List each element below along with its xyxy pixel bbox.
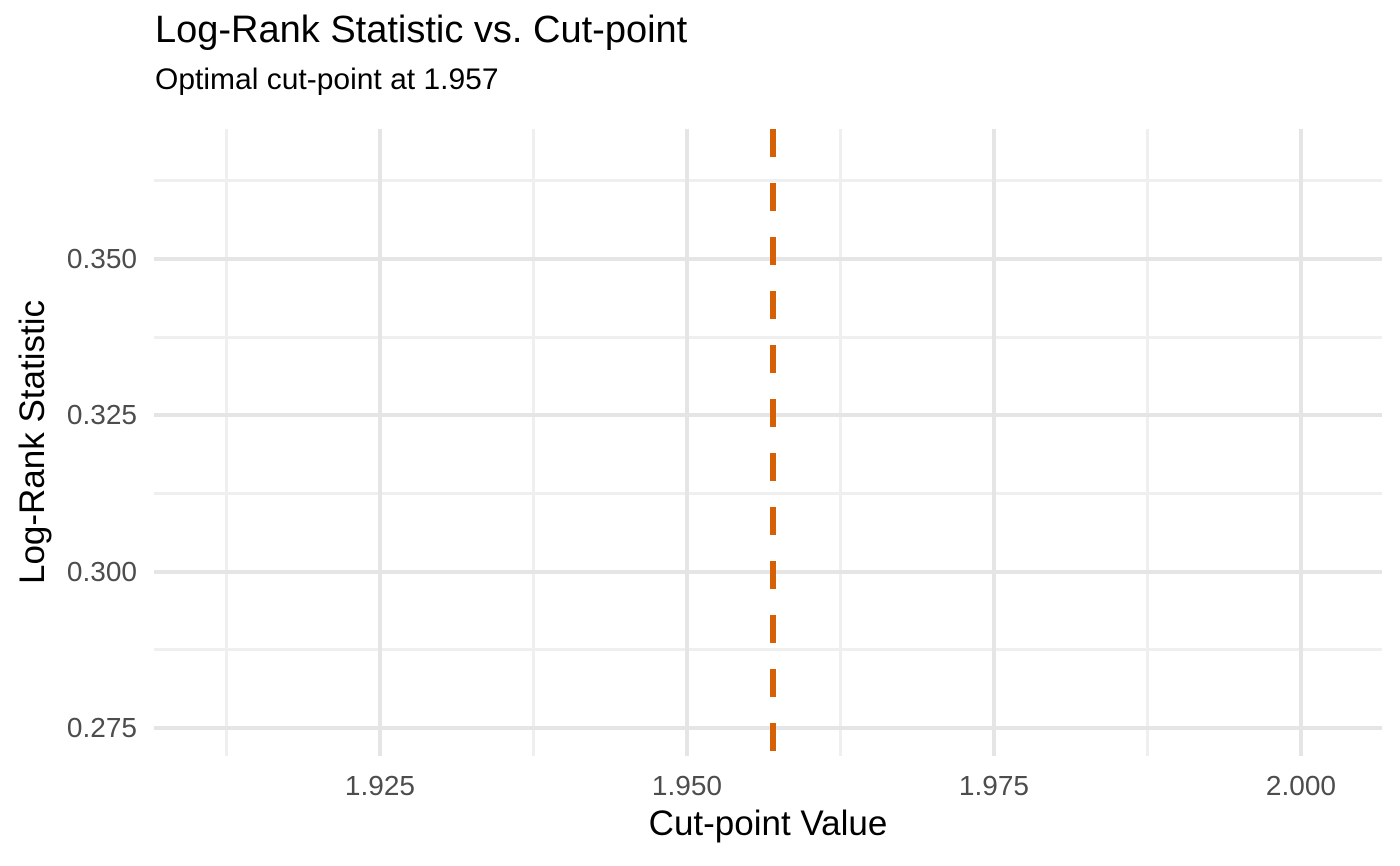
gridline-y-minor — [154, 179, 1382, 183]
gridline-y-minor — [154, 491, 1382, 495]
gridline-y-major — [154, 257, 1382, 262]
gridline-x-minor — [1145, 129, 1149, 756]
x-axis-title: Cut-point Value — [648, 804, 888, 843]
gridline-x-major — [377, 129, 382, 756]
gridline-x-major — [1298, 129, 1303, 756]
x-tick-label: 1.950 — [651, 770, 722, 801]
gridline-x-minor — [838, 129, 842, 756]
y-tick-label: 0.300 — [66, 555, 137, 587]
gridline-y-major — [154, 569, 1382, 574]
y-tick-label: 0.325 — [66, 399, 137, 431]
x-tick-label: 1.975 — [958, 770, 1029, 801]
gridline-y-major — [154, 413, 1382, 418]
gridline-x-major — [684, 129, 689, 756]
chart-title: Log-Rank Statistic vs. Cut-point — [155, 9, 688, 51]
gridline-y-minor — [154, 648, 1382, 652]
y-tick-label: 0.275 — [66, 711, 137, 743]
gridline-y-minor — [154, 335, 1382, 339]
x-tick-label: 1.925 — [344, 770, 415, 801]
gridline-y-major — [154, 725, 1382, 730]
chart-subtitle: Optimal cut-point at 1.957 — [155, 63, 499, 96]
gridline-x-minor — [531, 129, 535, 756]
optimal-cutpoint-line — [769, 129, 776, 756]
y-axis-title: Log-Rank Statistic — [13, 299, 52, 585]
plot-panel — [154, 129, 1382, 756]
x-tick-label: 2.000 — [1265, 770, 1336, 801]
y-tick-label: 0.350 — [66, 243, 137, 275]
gridline-x-major — [991, 129, 996, 756]
gridline-x-minor — [224, 129, 228, 756]
